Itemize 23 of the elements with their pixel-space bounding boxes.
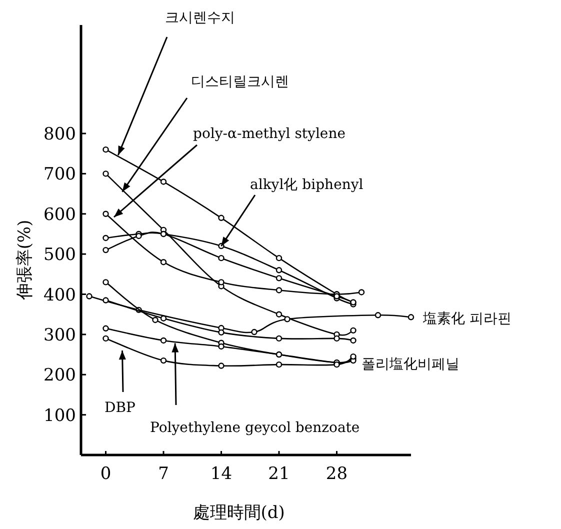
x-tick-label: 21 [268, 464, 290, 484]
annotation: 크시렌수지 [165, 10, 235, 26]
y-tick-label: 200 [44, 366, 76, 386]
x-tick-label: 7 [158, 464, 169, 484]
annotation: 塩素化 피라핀 [422, 311, 512, 328]
annotation: alkyl化 biphenyl [250, 177, 364, 193]
annotation: 폴리塩化비페닐 [361, 356, 460, 373]
y-tick-label: 400 [44, 285, 76, 306]
x-tick-label: 14 [210, 464, 232, 484]
y-axis-title: 伸張率(%) [15, 220, 35, 302]
y-tick-label: 800 [44, 124, 76, 145]
annotation: DBP [104, 400, 136, 416]
y-tick-label: 300 [44, 325, 76, 346]
x-tick-label: 0 [100, 464, 112, 484]
y-tick-label: 600 [44, 204, 76, 225]
annotation: 디스티릴크시렌 [191, 74, 289, 90]
x-axis-title: 處理時間(d) [192, 503, 285, 523]
y-tick-label: 100 [44, 406, 76, 426]
annotation: Polyethylene geycol benzoate [150, 420, 360, 436]
y-tick-label: 500 [44, 245, 76, 266]
annotation: poly-α-methyl stylene [193, 126, 346, 142]
x-tick-label: 28 [326, 464, 348, 484]
y-tick-label: 700 [44, 164, 76, 185]
